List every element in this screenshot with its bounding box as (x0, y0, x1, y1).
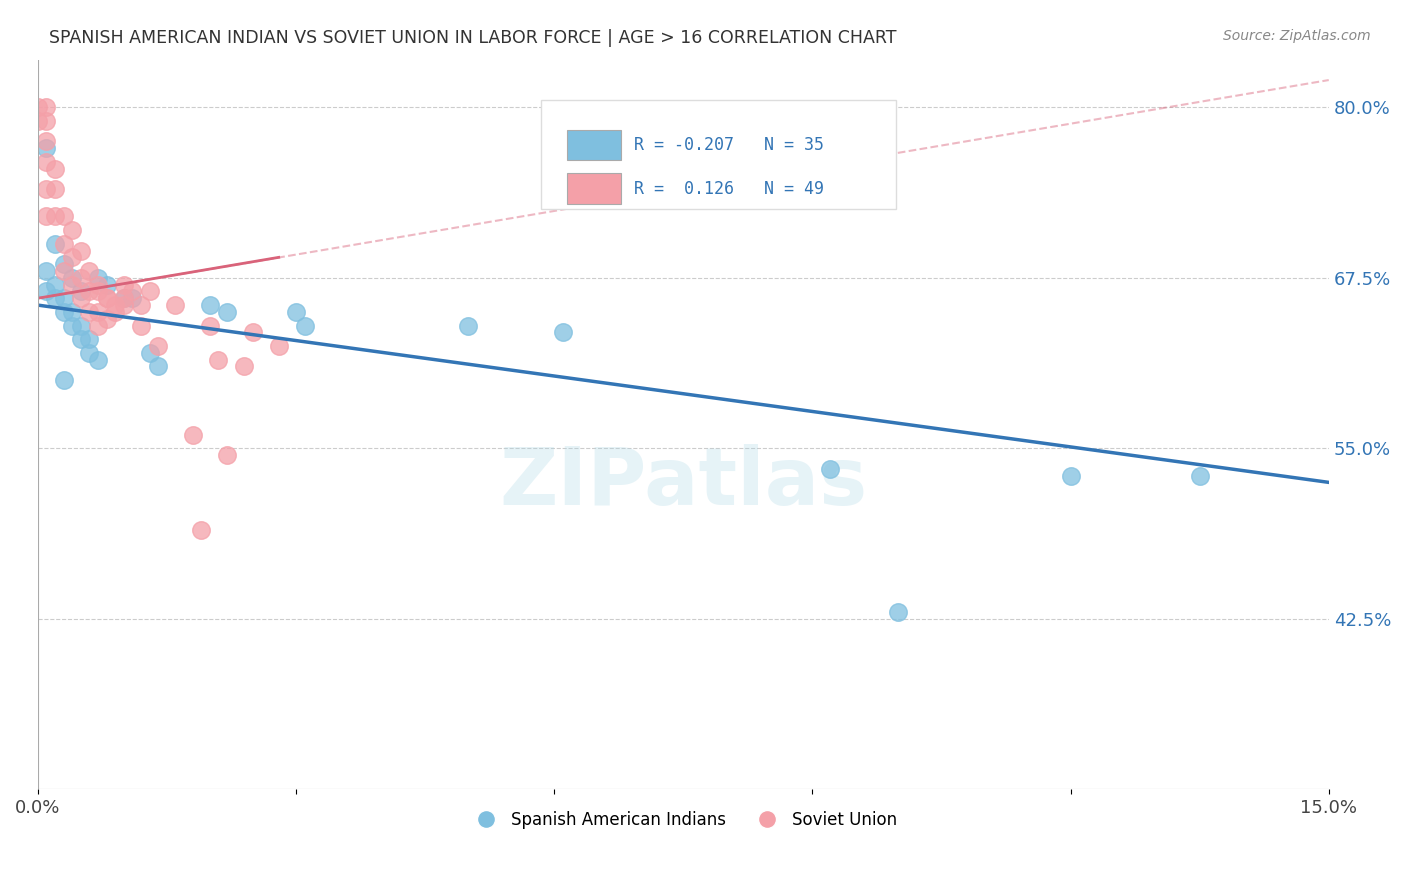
Point (267, 339, 290, 353)
Point (60, 277, 83, 292)
Point (60, 251, 83, 265)
Point (79, 332, 101, 346)
Point (35, 154, 58, 169)
Point (79, 285, 101, 299)
Point (96, 277, 118, 292)
Point (87, 318, 110, 333)
Point (96, 311, 118, 326)
Point (121, 285, 143, 299)
Point (52, 291, 75, 305)
Point (79, 264, 101, 278)
Point (69, 270, 91, 285)
Point (35, 285, 58, 299)
Point (96, 291, 118, 305)
Point (104, 305, 127, 319)
Point (887, 605, 910, 619)
Text: R =  0.126   N = 49: R = 0.126 N = 49 (634, 180, 824, 198)
Point (112, 291, 135, 305)
FancyBboxPatch shape (567, 129, 621, 161)
Point (181, 427, 204, 442)
Point (87, 305, 110, 319)
Point (87, 277, 110, 292)
Point (69, 291, 91, 305)
Point (35, 210, 58, 224)
Point (60, 270, 83, 285)
Point (121, 291, 143, 305)
Point (69, 285, 91, 299)
Point (165, 298, 187, 312)
Point (129, 298, 152, 312)
Point (52, 305, 75, 319)
Point (294, 318, 316, 333)
Point (148, 359, 170, 374)
Point (1188, 468, 1211, 483)
Point (87, 285, 110, 299)
Point (215, 305, 238, 319)
Point (69, 244, 91, 258)
FancyBboxPatch shape (541, 100, 896, 209)
Point (129, 318, 152, 333)
Point (35, 141, 58, 155)
Point (112, 291, 135, 305)
Point (457, 318, 479, 333)
Point (35, 264, 58, 278)
Point (52, 257, 75, 271)
Point (242, 326, 264, 340)
Point (104, 298, 127, 312)
Point (207, 352, 229, 367)
Point (233, 359, 256, 374)
Point (138, 285, 160, 299)
Legend: Spanish American Indians, Soviet Union: Spanish American Indians, Soviet Union (463, 805, 904, 836)
Point (52, 373, 75, 387)
Text: ZIPatlas: ZIPatlas (499, 444, 868, 522)
Point (198, 318, 221, 333)
Point (69, 318, 91, 333)
Point (1059, 468, 1081, 483)
Point (148, 339, 170, 353)
Point (198, 298, 221, 312)
Point (60, 223, 83, 237)
Point (60, 305, 83, 319)
Point (60, 318, 83, 333)
Point (44, 291, 66, 305)
Point (52, 210, 75, 224)
Point (79, 346, 101, 360)
Point (44, 161, 66, 176)
Point (112, 277, 135, 292)
Text: R = -0.207   N = 35: R = -0.207 N = 35 (634, 136, 824, 154)
Point (44, 277, 66, 292)
Point (215, 448, 238, 462)
Point (44, 182, 66, 196)
Point (35, 135, 58, 149)
Point (138, 346, 160, 360)
Text: Source: ZipAtlas.com: Source: ZipAtlas.com (1223, 29, 1371, 43)
Point (87, 270, 110, 285)
Point (96, 291, 118, 305)
Point (284, 305, 307, 319)
Point (52, 236, 75, 251)
Point (79, 305, 101, 319)
Point (44, 236, 66, 251)
Point (112, 298, 135, 312)
Text: SPANISH AMERICAN INDIAN VS SOVIET UNION IN LABOR FORCE | AGE > 16 CORRELATION CH: SPANISH AMERICAN INDIAN VS SOVIET UNION … (49, 29, 897, 46)
Point (190, 523, 212, 537)
Point (44, 210, 66, 224)
Point (52, 264, 75, 278)
Point (551, 326, 574, 340)
Point (35, 114, 58, 128)
Point (27, 100, 49, 114)
Point (35, 182, 58, 196)
FancyBboxPatch shape (567, 173, 621, 204)
Point (27, 114, 49, 128)
Point (87, 352, 110, 367)
Point (818, 461, 841, 475)
Point (35, 100, 58, 114)
Point (69, 332, 91, 346)
